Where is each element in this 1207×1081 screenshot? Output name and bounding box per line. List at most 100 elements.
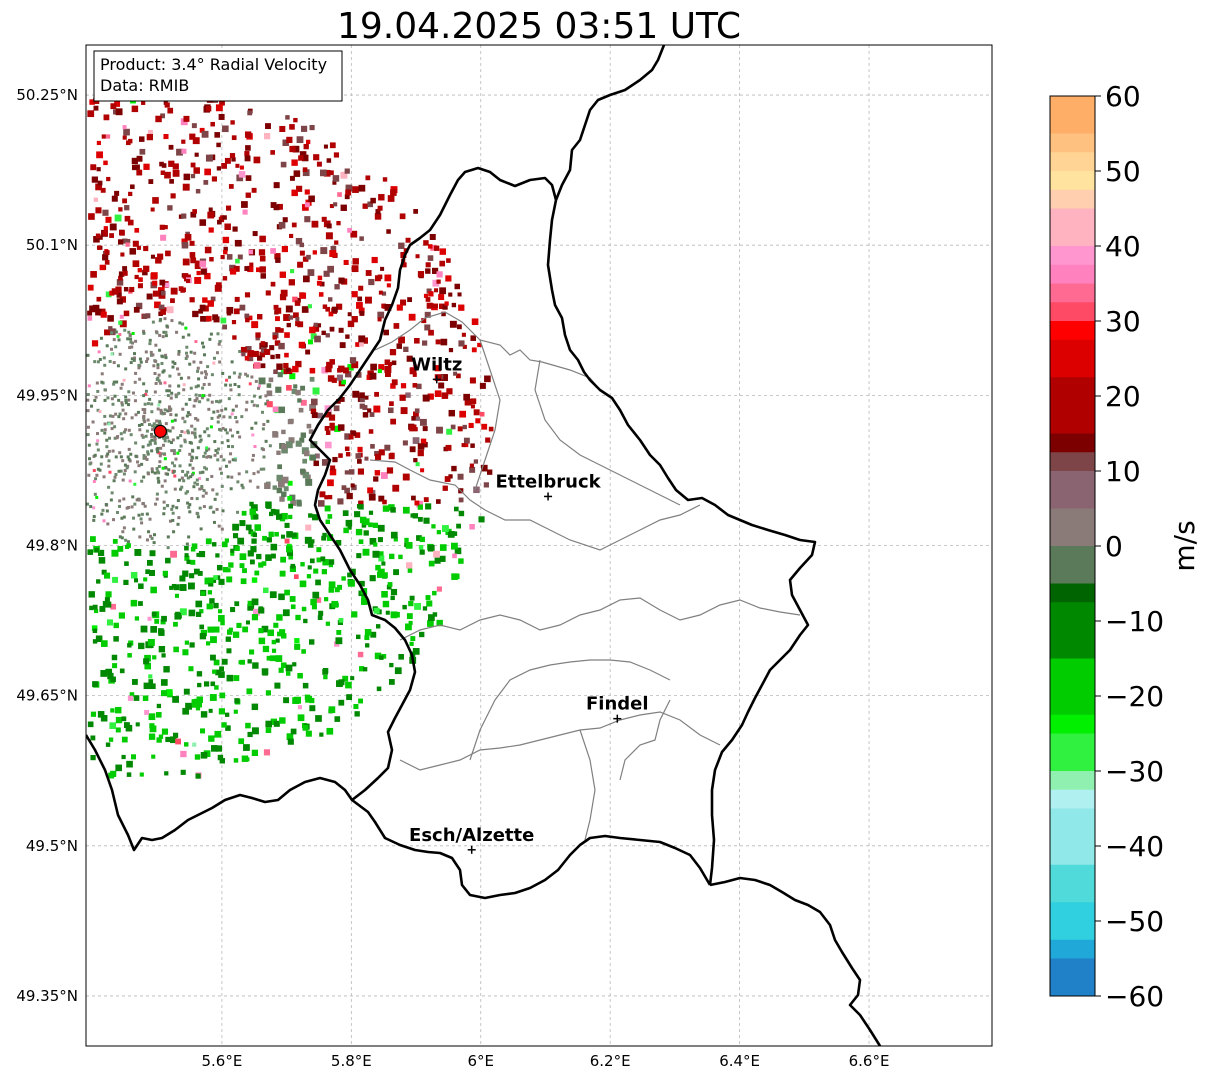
echo-pixel <box>342 675 349 682</box>
echo-pixel <box>255 335 260 341</box>
map-plot-area[interactable]: 50.25°N50.1°N49.95°N49.8°N49.65°N49.5°N4… <box>16 44 993 1070</box>
echo-pixel <box>186 411 190 415</box>
echo-pixel <box>190 496 194 500</box>
echo-pixel <box>149 550 156 557</box>
echo-pixel <box>146 443 150 447</box>
echo-pixel <box>221 722 227 728</box>
echo-pixel <box>199 219 207 226</box>
echo-pixel <box>191 466 195 470</box>
echo-pixel <box>195 456 199 460</box>
echo-pixel <box>313 460 319 467</box>
echo-pixel <box>104 329 110 336</box>
echo-pixel <box>251 727 259 735</box>
echo-pixel <box>154 343 158 347</box>
colorbar-band <box>1050 302 1095 322</box>
echo-pixel <box>279 629 286 636</box>
echo-pixel <box>138 357 142 361</box>
echo-pixel <box>161 163 167 168</box>
colorbar-tick-label: −20 <box>1105 680 1164 713</box>
echo-pixel <box>247 600 253 607</box>
echo-pixel <box>141 407 145 411</box>
echo-pixel <box>284 352 289 358</box>
echo-pixel <box>315 579 321 586</box>
echo-pixel <box>122 378 126 382</box>
echo-pixel <box>221 371 225 375</box>
colorbar-band <box>1050 658 1095 678</box>
echo-pixel <box>134 548 142 556</box>
echo-pixel <box>321 459 329 466</box>
echo-pixel <box>270 354 275 360</box>
echo-pixel <box>253 444 257 448</box>
echo-pixel <box>96 389 100 393</box>
echo-pixel <box>328 706 336 714</box>
echo-pixel <box>288 437 295 444</box>
echo-pixel <box>181 241 189 249</box>
echo-pixel <box>140 479 144 483</box>
echo-pixel <box>307 542 314 548</box>
echo-pixel <box>190 455 194 459</box>
echo-pixel <box>163 134 169 140</box>
echo-pixel <box>94 547 100 553</box>
echo-pixel <box>292 145 300 153</box>
echo-pixel <box>102 230 108 236</box>
echo-pixel <box>120 516 124 520</box>
echo-pixel <box>235 240 242 247</box>
echo-pixel <box>208 604 214 609</box>
echo-pixel <box>324 495 329 500</box>
echo-pixel <box>135 722 140 727</box>
echo-pixel <box>253 362 261 369</box>
echo-pixel <box>95 308 102 316</box>
colorbar-band <box>1050 208 1095 228</box>
echo-pixel <box>351 361 359 369</box>
echo-pixel <box>137 268 142 273</box>
echo-pixel <box>351 291 358 298</box>
echo-pixel <box>205 446 209 450</box>
echo-pixel <box>448 292 453 297</box>
echo-pixel <box>159 381 163 385</box>
echo-pixel <box>200 711 208 718</box>
echo-pixel <box>97 350 101 354</box>
lon-tick-label: 5.8°E <box>331 1052 372 1070</box>
echo-pixel <box>146 133 153 141</box>
echo-pixel <box>181 238 188 245</box>
echo-pixel <box>301 306 309 313</box>
echo-pixel <box>264 482 271 490</box>
echo-pixel <box>86 502 90 506</box>
echo-pixel <box>184 233 192 241</box>
echo-pixel <box>452 553 457 559</box>
echo-pixel <box>200 371 204 375</box>
echo-pixel <box>229 153 236 159</box>
echo-pixel <box>422 340 428 346</box>
lat-tick-label: 49.35°N <box>16 987 78 1005</box>
echo-pixel <box>209 332 213 336</box>
echo-pixel <box>193 432 197 436</box>
echo-pixel <box>164 330 168 334</box>
echo-pixel <box>191 471 195 475</box>
echo-pixel <box>351 611 358 618</box>
echo-pixel <box>162 506 166 510</box>
echo-pixel <box>259 255 266 262</box>
echo-pixel <box>219 471 223 475</box>
echo-pixel <box>394 667 402 675</box>
echo-pixel <box>433 303 439 309</box>
echo-pixel <box>279 496 285 502</box>
echo-pixel <box>156 703 162 709</box>
echo-pixel <box>120 382 124 386</box>
colorbar-band <box>1050 189 1095 209</box>
echo-pixel <box>277 480 285 488</box>
echo-pixel <box>326 223 332 229</box>
echo-pixel <box>253 514 259 520</box>
echo-pixel <box>295 614 301 621</box>
echo-pixel <box>266 537 272 543</box>
echo-pixel <box>144 709 150 715</box>
echo-pixel <box>240 346 247 353</box>
echo-pixel <box>156 737 162 743</box>
echo-pixel <box>286 367 291 373</box>
echo-pixel <box>300 562 305 567</box>
echo-pixel <box>218 113 225 120</box>
echo-pixel <box>198 476 202 480</box>
echo-pixel <box>137 363 141 367</box>
echo-pixel <box>268 531 274 537</box>
